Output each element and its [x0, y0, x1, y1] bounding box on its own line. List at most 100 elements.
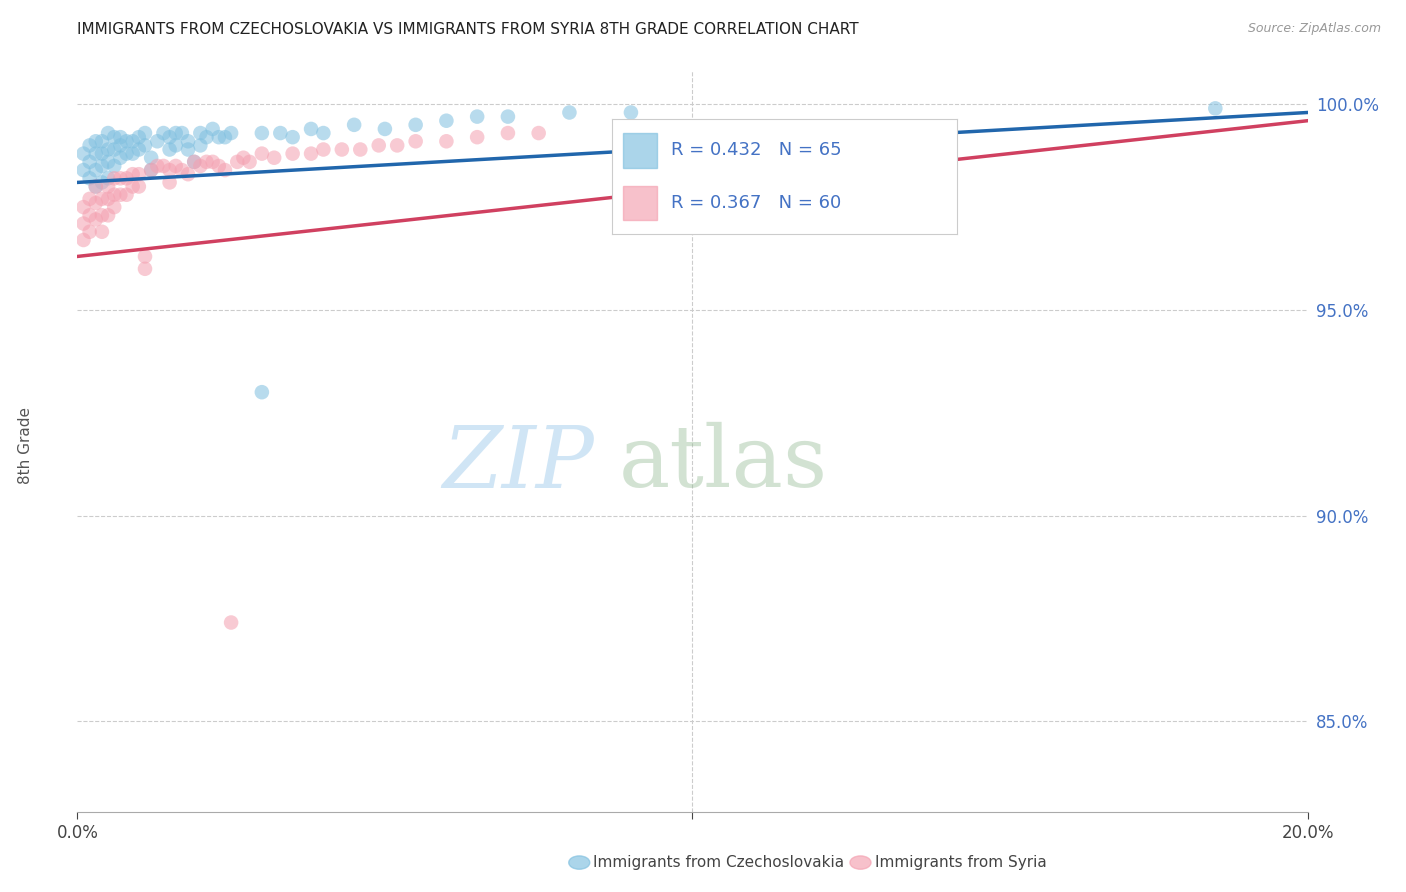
- Point: [90, 159, 114, 173]
- Point: [183, 154, 205, 169]
- Point: [219, 615, 242, 630]
- Point: [214, 163, 236, 178]
- Point: [79, 225, 101, 239]
- Bar: [623, 186, 657, 220]
- Point: [269, 126, 291, 140]
- Point: [121, 134, 143, 148]
- Point: [165, 126, 187, 140]
- Text: 8th Grade: 8th Grade: [18, 408, 32, 484]
- Point: [110, 130, 132, 145]
- Point: [208, 130, 231, 145]
- Point: [110, 138, 132, 153]
- Point: [188, 138, 212, 153]
- Point: [121, 179, 143, 194]
- Point: [219, 126, 242, 140]
- Point: [208, 159, 231, 173]
- Point: [232, 151, 254, 165]
- Point: [170, 126, 193, 140]
- Point: [90, 175, 114, 189]
- Text: Source: ZipAtlas.com: Source: ZipAtlas.com: [1247, 22, 1381, 36]
- Point: [97, 208, 120, 222]
- Point: [103, 171, 125, 186]
- Point: [330, 143, 353, 157]
- Point: [201, 122, 224, 136]
- Point: [299, 122, 322, 136]
- Point: [226, 154, 249, 169]
- Point: [343, 118, 366, 132]
- Point: [115, 146, 138, 161]
- Text: R = 0.432   N = 65: R = 0.432 N = 65: [671, 142, 842, 160]
- Point: [170, 163, 193, 178]
- Point: [121, 167, 143, 181]
- Point: [79, 138, 101, 153]
- Point: [465, 130, 488, 145]
- Point: [188, 159, 212, 173]
- Point: [250, 385, 273, 400]
- Point: [496, 126, 519, 140]
- Point: [128, 179, 150, 194]
- Point: [134, 126, 156, 140]
- Point: [1204, 101, 1226, 115]
- Point: [103, 200, 125, 214]
- Point: [84, 146, 107, 161]
- Point: [141, 163, 163, 178]
- Point: [97, 192, 120, 206]
- Point: [84, 134, 107, 148]
- Text: ZIP: ZIP: [441, 423, 595, 505]
- Point: [97, 154, 120, 169]
- Point: [72, 217, 94, 231]
- Point: [103, 187, 125, 202]
- Point: [405, 134, 427, 148]
- Text: Immigrants from Czechoslovakia: Immigrants from Czechoslovakia: [593, 855, 845, 870]
- Point: [263, 151, 285, 165]
- Point: [159, 143, 181, 157]
- Point: [159, 163, 181, 178]
- Point: [146, 159, 169, 173]
- Point: [90, 208, 114, 222]
- Point: [239, 154, 262, 169]
- Point: [299, 146, 322, 161]
- Point: [281, 130, 304, 145]
- Point: [110, 151, 132, 165]
- Point: [90, 146, 114, 161]
- Bar: [623, 133, 657, 168]
- Point: [165, 138, 187, 153]
- Point: [110, 171, 132, 186]
- Point: [134, 261, 156, 276]
- Point: [465, 110, 488, 124]
- Point: [103, 130, 125, 145]
- Point: [72, 146, 94, 161]
- Point: [405, 118, 427, 132]
- Point: [72, 163, 94, 178]
- Point: [436, 134, 458, 148]
- Point: [84, 196, 107, 211]
- Point: [103, 143, 125, 157]
- Point: [79, 171, 101, 186]
- Point: [84, 212, 107, 227]
- Point: [90, 192, 114, 206]
- Point: [90, 134, 114, 148]
- Point: [159, 175, 181, 189]
- Point: [121, 146, 143, 161]
- Point: [188, 126, 212, 140]
- Point: [165, 159, 187, 173]
- Text: Immigrants from Syria: Immigrants from Syria: [875, 855, 1046, 870]
- Point: [385, 138, 409, 153]
- Text: atlas: atlas: [619, 422, 828, 506]
- Point: [177, 143, 200, 157]
- Point: [103, 159, 125, 173]
- Point: [79, 192, 101, 206]
- Point: [84, 163, 107, 178]
- Point: [201, 154, 224, 169]
- Point: [349, 143, 371, 157]
- Point: [436, 113, 458, 128]
- Point: [367, 138, 389, 153]
- Point: [128, 167, 150, 181]
- Point: [134, 138, 156, 153]
- Point: [90, 225, 114, 239]
- Point: [72, 233, 94, 247]
- Point: [115, 134, 138, 148]
- Point: [115, 187, 138, 202]
- Point: [97, 179, 120, 194]
- Point: [195, 154, 218, 169]
